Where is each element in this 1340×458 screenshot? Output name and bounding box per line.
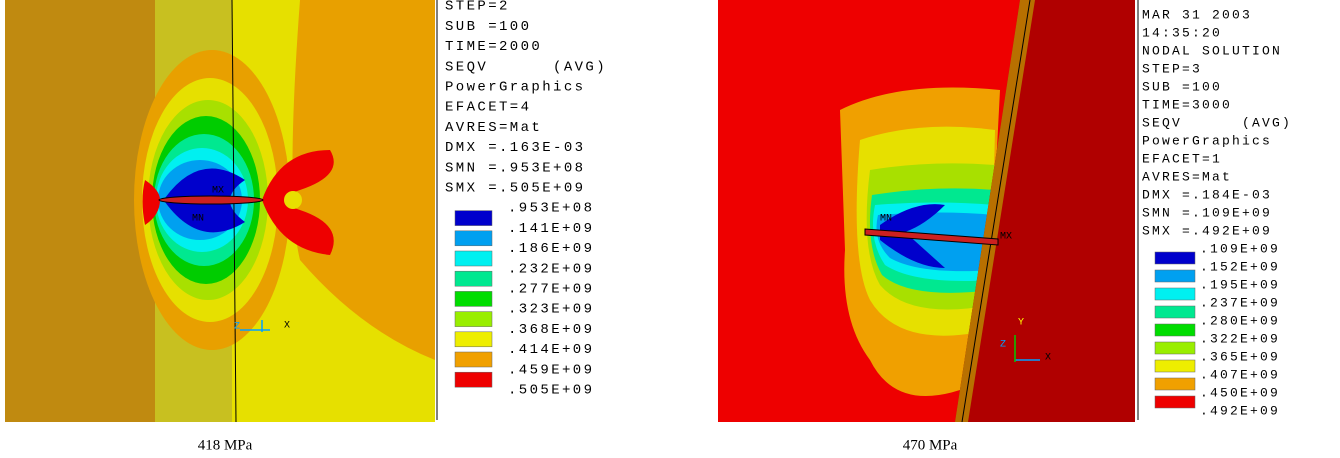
legend-swatch [454,270,493,287]
legend-level: .322E+09 [1200,331,1280,346]
legend-swatch [1154,305,1196,319]
legend-swatch [1154,323,1196,337]
legend-swatch [454,311,493,327]
plot-label: Z [234,322,240,333]
plot-label: Y [1018,318,1024,329]
legend-level: .407E+09 [1200,367,1280,382]
caption: 470 MPa [903,437,958,453]
legend-swatch [454,351,493,368]
legend-swatch [1154,251,1196,265]
legend-header-line: TIME=2000 [445,39,542,55]
legend-level: .450E+09 [1200,385,1280,400]
legend-header-line: SMN =.953E+08 [445,160,585,176]
legend-header-line: DMX =.184E-03 [1142,187,1272,202]
legend-swatch [454,331,493,348]
legend-swatch [454,230,493,247]
legend-header-line: SEQV (AVG) [1142,115,1292,130]
legend-swatch [1154,341,1196,355]
legend-header-line: STEP=2 [445,0,510,15]
legend-swatch [1154,269,1196,283]
legend-header-line: EFACET=1 [1142,151,1222,166]
legend-level: .414E+09 [508,342,594,358]
legend-header-line: NODAL SOLUTION [1142,43,1282,58]
legend-header-line: SUB =100 [1142,79,1222,94]
legend-header-line: SMX =.492E+09 [1142,223,1272,238]
legend-swatch [1154,377,1196,391]
legend-level: .368E+09 [508,322,594,338]
legend-header-line: SMX =.505E+09 [445,181,585,197]
plot-label: MX [212,186,224,197]
legend-level: .109E+09 [1200,241,1280,256]
legend-level: .141E+09 [508,221,594,237]
legend-level: .195E+09 [1200,277,1280,292]
legend-level: .152E+09 [1200,259,1280,274]
legend-level: .280E+09 [1200,313,1280,328]
plot-label: X [1045,353,1051,364]
legend-header-line: AVRES=Mat [1142,169,1232,184]
legend-level: .323E+09 [508,302,594,318]
plot-label: Z [1000,340,1006,351]
legend-level: .505E+09 [508,383,594,399]
legend-level: .953E+08 [508,201,594,217]
legend-swatch [454,371,493,388]
legend-swatch [454,210,493,226]
legend-swatch [1154,395,1196,409]
legend-swatch [1154,359,1196,373]
legend-level: .232E+09 [508,261,594,277]
contour-plot-2 [718,0,1135,422]
legend-swatch [454,250,493,267]
legend-level: .277E+09 [508,282,594,298]
legend-header-line: 14:35:20 [1142,25,1222,40]
plot-label: MN [880,214,892,225]
contour-plot-1 [5,0,435,422]
legend-header-line: STEP=3 [1142,61,1202,76]
legend-header-line: SMN =.109E+09 [1142,205,1272,220]
plot-label: X [284,321,290,332]
legend-level: .237E+09 [1200,295,1280,310]
legend-header-line: MAR 31 2003 [1142,7,1252,22]
legend-header-line: PowerGraphics [445,80,585,96]
legend-header-line: EFACET=4 [445,100,531,116]
legend-swatch [1154,287,1196,301]
legend-header-line: SEQV (AVG) [445,59,607,75]
legend-level: .186E+09 [508,241,594,257]
plot-label: MX [1000,232,1012,243]
legend-header-line: TIME=3000 [1142,97,1232,112]
caption: 418 MPa [198,437,253,453]
legend-header-line: PowerGraphics [1142,133,1272,148]
legend-header-line: DMX =.163E-03 [445,140,585,156]
legend-level: .459E+09 [508,362,594,378]
legend-level: .365E+09 [1200,349,1280,364]
plot-label: MN [192,214,204,225]
legend-header-line: SUB =100 [445,19,531,35]
legend-header-line: AVRES=Mat [445,120,542,136]
legend-swatch [454,291,493,307]
legend-level: .492E+09 [1200,403,1280,418]
